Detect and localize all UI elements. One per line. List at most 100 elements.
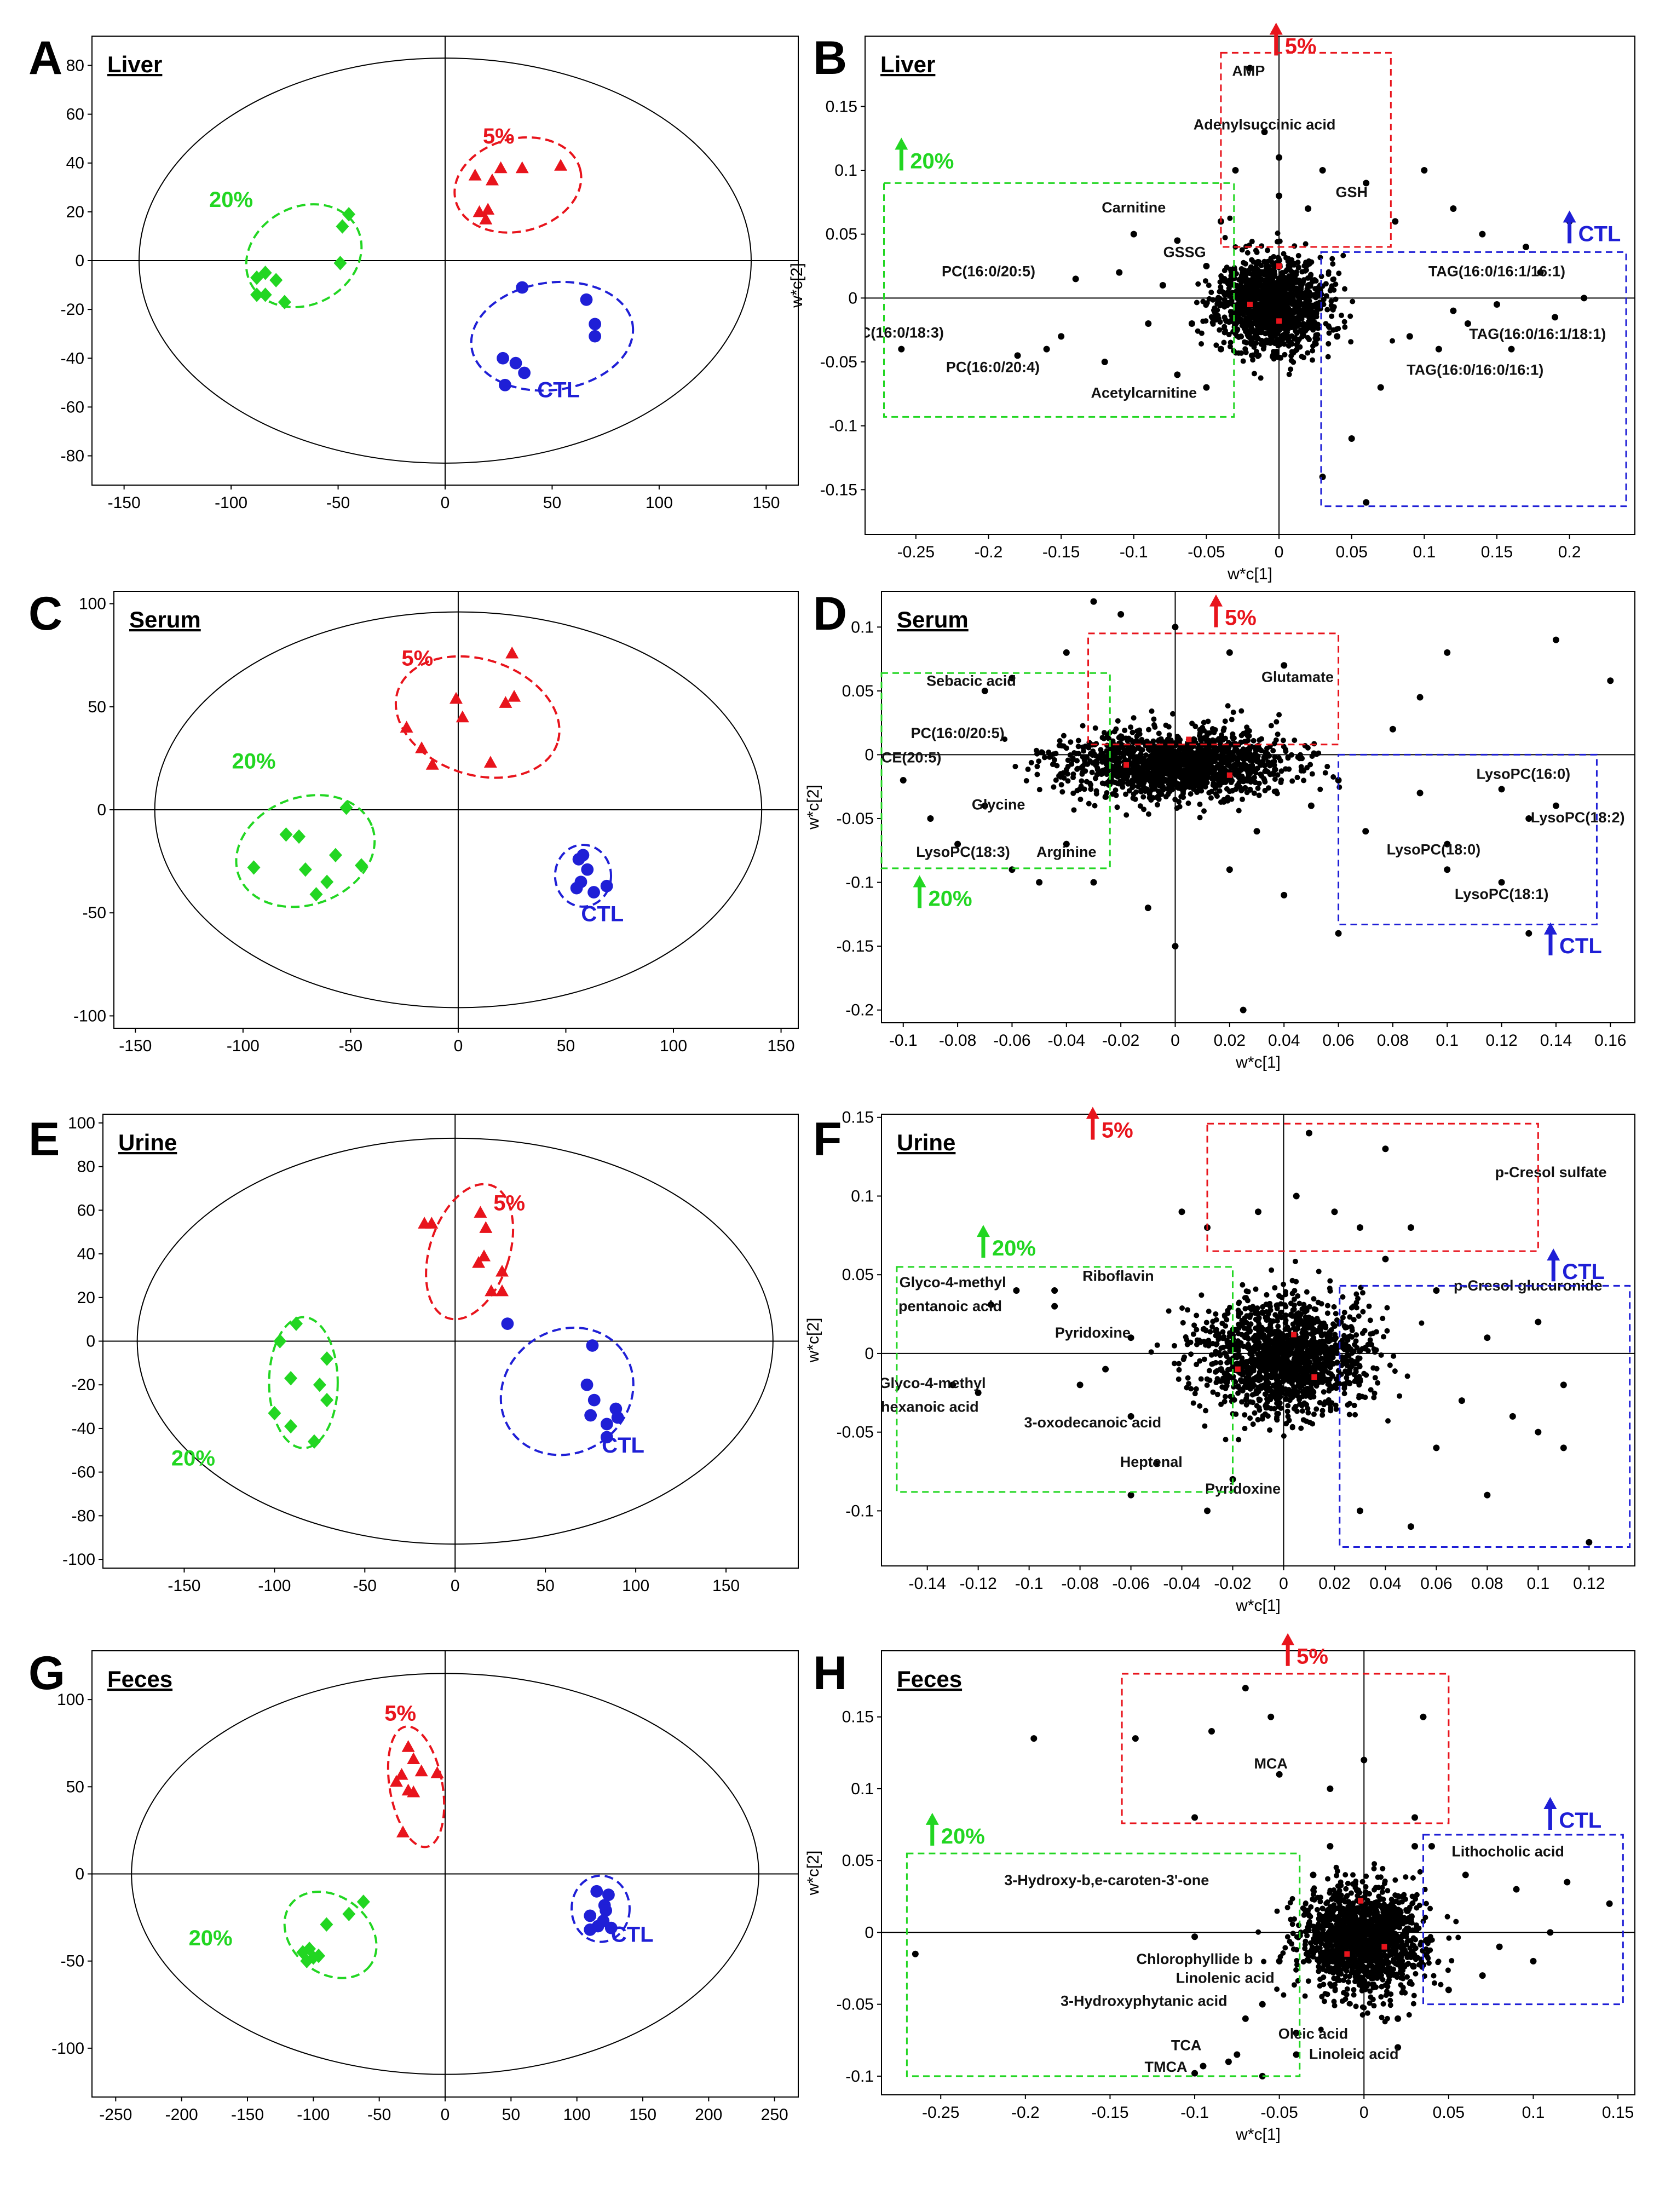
- metabolite-label: Glycine: [972, 797, 1025, 813]
- loading-point: [1234, 782, 1240, 788]
- group-label: 20%: [910, 149, 954, 173]
- loading-point: [1226, 1344, 1232, 1350]
- metabolite-label: AMP: [1232, 62, 1265, 79]
- x-tick-label: -100: [258, 1577, 291, 1595]
- score-point: [485, 1284, 498, 1297]
- loading-point: [1280, 738, 1286, 744]
- x-tick-label: 100: [660, 1037, 687, 1055]
- loading-point: [1256, 1321, 1262, 1327]
- hotelling-ellipse: [131, 1673, 759, 2075]
- loading-point: [1264, 316, 1270, 322]
- loading-point: [1198, 341, 1205, 347]
- loading-point: [1221, 1350, 1228, 1356]
- centroid-marker: [1235, 1366, 1241, 1372]
- loading-point: [1113, 792, 1119, 798]
- y-tick-label: 0: [865, 746, 874, 764]
- loading-point: [1305, 1410, 1311, 1416]
- loading-point: [1163, 794, 1169, 800]
- loading-point: [1090, 879, 1097, 886]
- loading-point: [1276, 1347, 1282, 1353]
- loading-point: [1023, 778, 1029, 784]
- score-point: [497, 352, 509, 365]
- loading-point: [1234, 303, 1240, 309]
- loading-point: [1305, 1130, 1312, 1137]
- loading-point: [1154, 746, 1160, 752]
- loading-point: [1306, 1304, 1312, 1310]
- loading-point: [1263, 331, 1269, 337]
- loading-point: [1273, 737, 1279, 743]
- loading-point: [1286, 1418, 1292, 1424]
- loading-point: [1335, 326, 1341, 332]
- loading-point: [1284, 1408, 1290, 1414]
- loading-point: [1292, 737, 1298, 743]
- score-point: [481, 203, 495, 215]
- loading-point: [1194, 1362, 1200, 1368]
- loading-point: [1268, 1353, 1274, 1359]
- group-5pct: 5%: [418, 1183, 525, 1321]
- x-tick-label: 0: [454, 1037, 463, 1055]
- loading-point: [1240, 269, 1246, 275]
- x-tick-label: -150: [108, 494, 141, 512]
- loading-point: [1222, 235, 1228, 241]
- score-point: [495, 1284, 509, 1297]
- loading-point: [1282, 1289, 1288, 1295]
- loading-point: [1221, 268, 1228, 274]
- loading-point: [1289, 1277, 1295, 1283]
- loading-point: [1258, 375, 1264, 381]
- y-tick-label: -0.1: [829, 417, 857, 435]
- loading-point: [1237, 1310, 1243, 1316]
- x-tick-label: -100: [215, 494, 247, 512]
- loading-point: [1092, 803, 1098, 809]
- loading-point: [1367, 1337, 1373, 1343]
- loading-point: [1327, 1401, 1333, 1407]
- x-tick-label: -150: [119, 1037, 152, 1055]
- loading-point: [1261, 1335, 1267, 1341]
- loading-point: [1228, 1374, 1234, 1380]
- loading-point: [1172, 943, 1179, 950]
- loading-point: [1294, 330, 1300, 336]
- loading-point: [1322, 1339, 1328, 1345]
- loading-point: [1307, 281, 1313, 287]
- loading-point: [1295, 1345, 1301, 1351]
- loading-point: [1404, 1373, 1410, 1379]
- x-tick-label: -0.15: [1042, 543, 1080, 561]
- loading-point: [1341, 1310, 1347, 1316]
- loading-point: [1316, 750, 1322, 756]
- loading-point: [1295, 1389, 1301, 1395]
- loading-point: [1263, 1315, 1269, 1321]
- loading-point: [1357, 1363, 1363, 1369]
- loading-point: [1307, 1395, 1313, 1401]
- group-label: CTL: [1559, 934, 1602, 958]
- loading-point: [1176, 1367, 1182, 1373]
- loading-point: [1356, 1393, 1362, 1399]
- loading-point: [1009, 866, 1016, 873]
- loading-point: [1274, 1410, 1280, 1416]
- loading-point: [1297, 1397, 1303, 1403]
- loading-point: [1319, 1343, 1326, 1349]
- loading-point: [1122, 727, 1128, 733]
- loading-point: [1276, 1364, 1282, 1370]
- group-ring: [499, 1326, 635, 1456]
- loading-point: [1253, 1286, 1259, 1292]
- loading-point: [1326, 330, 1332, 336]
- loading-point: [1180, 1320, 1186, 1326]
- loading-point: [1341, 1356, 1347, 1362]
- y-tick-label: 100: [79, 595, 106, 613]
- group-label: 20%: [171, 1447, 215, 1471]
- loading-point: [1292, 1258, 1298, 1264]
- loading-point: [1278, 1374, 1284, 1380]
- loading-point: [1063, 840, 1070, 848]
- loading-point: [1255, 1208, 1261, 1216]
- metabolite-label: Heptenal: [1120, 1454, 1183, 1470]
- loading-point: [1264, 1292, 1270, 1298]
- loading-point: [1341, 1385, 1347, 1391]
- loading-point: [1208, 1352, 1214, 1358]
- loading-point: [1416, 694, 1424, 701]
- loading-point: [1213, 1349, 1219, 1355]
- loading-point: [1261, 777, 1267, 783]
- loading-point: [1265, 759, 1271, 765]
- loading-point: [1523, 244, 1530, 250]
- loading-point: [1237, 287, 1243, 293]
